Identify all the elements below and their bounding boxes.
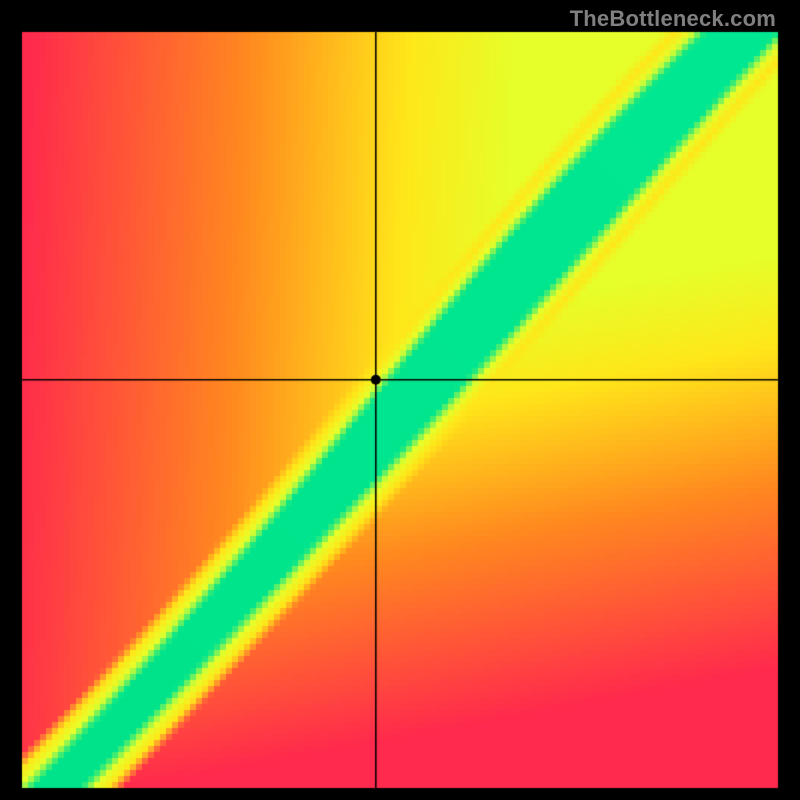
watermark-label: TheBottleneck.com [570,6,776,32]
chart-container: TheBottleneck.com [0,0,800,800]
overlay-canvas [0,0,800,800]
